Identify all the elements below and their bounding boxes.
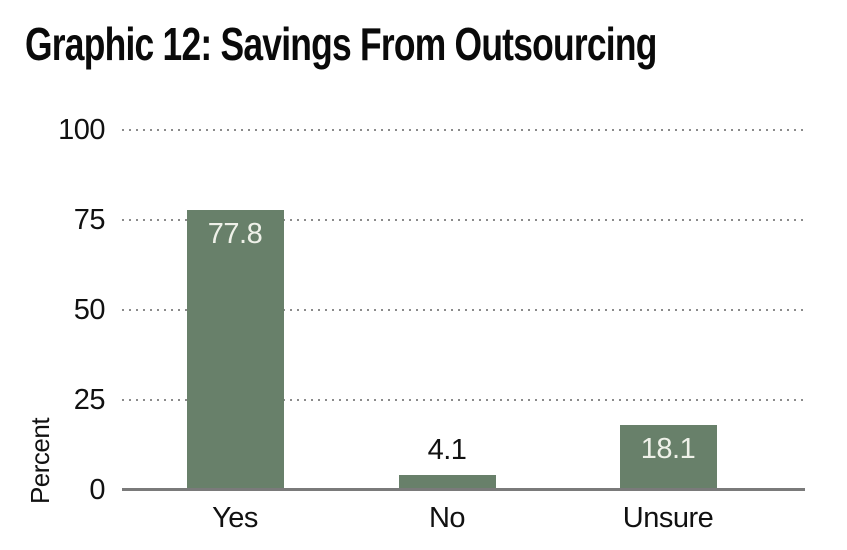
bar-yes [186, 209, 284, 490]
chart-title: Graphic 12: Savings From Outsourcing [25, 18, 657, 70]
bar-value-label-no: 4.1 [427, 434, 467, 467]
x-axis-line [122, 488, 805, 491]
gridline-75 [122, 219, 808, 221]
y-tick-label-50: 50 [73, 294, 106, 326]
y-tick-label-75: 75 [73, 204, 106, 236]
gridline-25 [122, 399, 808, 401]
y-tick-label-100: 100 [58, 114, 105, 146]
gridline-100 [122, 129, 808, 131]
y-tick-label-0: 0 [89, 474, 105, 506]
x-category-label-yes: Yes [212, 502, 258, 534]
plot-area [122, 129, 808, 490]
x-category-label-unsure: Unsure [622, 502, 714, 534]
gridline-50 [122, 309, 808, 311]
bar-unsure [619, 424, 717, 490]
y-tick-label-25: 25 [73, 384, 106, 416]
x-category-label-no: No [428, 502, 466, 534]
bar-value-label-yes: 77.8 [207, 217, 263, 250]
bar-no [398, 475, 496, 490]
bar-value-label-unsure: 18.1 [640, 432, 696, 465]
